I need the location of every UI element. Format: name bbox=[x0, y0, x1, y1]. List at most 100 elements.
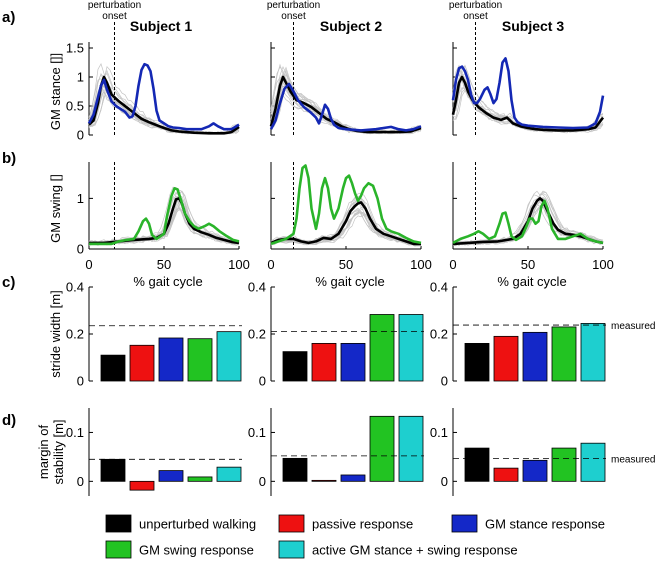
legend-swatch bbox=[278, 540, 305, 559]
bar-unperturbed-walking bbox=[100, 354, 126, 382]
unperturbed-curve bbox=[451, 75, 605, 132]
bar-gm-swing-response bbox=[551, 326, 577, 382]
stride_width-y-label: stride width [m] bbox=[48, 290, 63, 377]
y-tick-label: 1.5 bbox=[66, 41, 84, 56]
margin_of_stability-y-label: margin of bbox=[36, 425, 51, 480]
y-tick-label: 0.4 bbox=[248, 280, 266, 295]
x-tick-label: 50 bbox=[157, 257, 171, 272]
bar-unperturbed-walking bbox=[464, 447, 490, 482]
stride_width-subplot: 0 0.2 0.4 measured bbox=[430, 280, 656, 389]
bar-active-gm-stance-swing-response bbox=[398, 415, 424, 482]
bar-passive-response bbox=[129, 480, 155, 491]
bar-passive-response bbox=[311, 342, 337, 382]
x-tick-label: 100 bbox=[410, 257, 432, 272]
bar-unperturbed-walking bbox=[464, 342, 490, 382]
gm-swing-response-curve bbox=[452, 199, 604, 245]
margin_of_stability-subplot: 00.1 bbox=[248, 408, 424, 496]
margin_of_stability-y-label: stability [m] bbox=[51, 419, 66, 484]
bar-active-gm-stance-swing-response bbox=[398, 314, 424, 382]
gm-swing-response-curve bbox=[89, 187, 240, 246]
trial-curve bbox=[452, 90, 604, 133]
bar-gm-swing-response bbox=[551, 447, 577, 482]
bar-gm-stance-response bbox=[340, 474, 366, 482]
y-tick-label: 0.4 bbox=[430, 280, 448, 295]
bar-gm-swing-response bbox=[187, 476, 213, 482]
bar-gm-swing-response bbox=[187, 338, 213, 382]
margin_of_stability-subplot: 00.1 bbox=[66, 408, 242, 496]
legend-swatch bbox=[105, 540, 132, 559]
y-tick-label: 0.2 bbox=[430, 327, 448, 342]
legend-swatch bbox=[278, 514, 305, 533]
perturbation-onset-label: onset bbox=[102, 11, 127, 22]
legend-label: active GM stance + swing response bbox=[312, 543, 518, 558]
panel-label: c) bbox=[2, 274, 15, 291]
bar-gm-stance-response bbox=[158, 470, 184, 482]
subject-title: Subject 2 bbox=[320, 18, 382, 34]
y-tick-label: 0.1 bbox=[248, 425, 266, 440]
panel-label: b) bbox=[2, 150, 16, 167]
y-tick-label: 0 bbox=[259, 374, 266, 389]
legend-label: passive response bbox=[312, 517, 413, 532]
stride_width-subplot: 0 0.2 0.4 bbox=[248, 280, 424, 389]
trial-curve bbox=[270, 213, 422, 246]
bar-gm-swing-response bbox=[369, 314, 395, 382]
panel-label: d) bbox=[2, 412, 16, 429]
y-tick-label: 0 bbox=[441, 374, 448, 389]
measured-label: measured bbox=[611, 454, 655, 465]
measured-label: measured bbox=[611, 321, 655, 332]
y-tick-label: 0 bbox=[77, 242, 84, 257]
legend-swatch bbox=[451, 514, 478, 533]
stride_width-subplot: 0 0.2 0.4 bbox=[66, 280, 242, 389]
bar-passive-response bbox=[493, 335, 519, 382]
x-axis-label: % gait cycle bbox=[497, 274, 566, 289]
gm_stance-y-label: GM stance []] bbox=[48, 53, 63, 130]
perturbation-onset-label: perturbation bbox=[449, 0, 502, 11]
x-axis-label: % gait cycle bbox=[133, 274, 202, 289]
y-tick-label: 0 bbox=[77, 374, 84, 389]
gm_stance-subplot bbox=[451, 22, 605, 136]
y-tick-label: 0 bbox=[77, 474, 84, 489]
x-tick-label: 0 bbox=[85, 257, 92, 272]
legend-swatch bbox=[105, 514, 132, 533]
x-tick-label: 50 bbox=[521, 257, 535, 272]
bar-gm-stance-response bbox=[522, 331, 548, 382]
y-tick-label: 0 bbox=[441, 474, 448, 489]
gm_swing-subplot: 0 1 0 50 100 % gait cycle bbox=[77, 162, 250, 289]
y-tick-label: 0.2 bbox=[248, 327, 266, 342]
y-tick-label: 0.5 bbox=[66, 99, 84, 114]
gm_swing-subplot: 0 50 100 % gait cycle bbox=[267, 162, 432, 289]
subject-title: Subject 3 bbox=[502, 18, 564, 34]
bar-active-gm-stance-swing-response bbox=[580, 323, 606, 382]
bar-unperturbed-walking bbox=[282, 351, 308, 382]
bar-passive-response bbox=[129, 344, 155, 382]
bar-passive-response bbox=[311, 479, 337, 482]
bar-unperturbed-walking bbox=[282, 457, 308, 482]
bar-gm-stance-response bbox=[158, 337, 184, 382]
x-tick-label: 100 bbox=[592, 257, 614, 272]
y-tick-label: 0.4 bbox=[66, 280, 84, 295]
y-tick-label: 0.1 bbox=[66, 425, 84, 440]
gm_swing-subplot: 0 50 100 % gait cycle bbox=[449, 162, 614, 289]
gm-stance-response-curve bbox=[269, 82, 422, 132]
y-tick-label: 0 bbox=[77, 128, 84, 143]
gm_stance-subplot: 0 0.5 1 1.5 bbox=[66, 22, 240, 143]
gm_swing-y-label: GM swing [] bbox=[48, 174, 63, 243]
legend-label: GM stance response bbox=[485, 517, 605, 532]
x-axis-label: % gait cycle bbox=[315, 274, 384, 289]
y-tick-label: 1 bbox=[77, 70, 84, 85]
perturbation-onset-label: perturbation bbox=[267, 0, 320, 11]
x-tick-label: 50 bbox=[339, 257, 353, 272]
bar-gm-swing-response bbox=[369, 415, 395, 482]
subject-title: Subject 1 bbox=[130, 18, 192, 34]
legend-label: unperturbed walking bbox=[139, 517, 256, 532]
perturbation-onset-label: onset bbox=[463, 11, 488, 22]
x-tick-label: 100 bbox=[228, 257, 250, 272]
bar-active-gm-stance-swing-response bbox=[580, 442, 606, 482]
y-tick-label: 0 bbox=[259, 474, 266, 489]
bar-gm-stance-response bbox=[522, 459, 548, 482]
gm_stance-subplot bbox=[269, 22, 422, 136]
panel-label: a) bbox=[2, 9, 15, 26]
unperturbed-curve bbox=[452, 197, 604, 246]
bar-gm-stance-response bbox=[340, 342, 366, 382]
